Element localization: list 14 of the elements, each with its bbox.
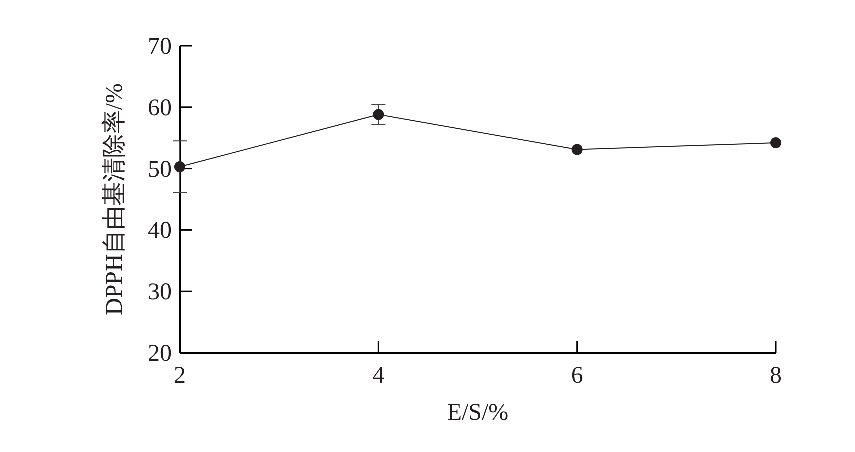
x-axis-title: E/S/% bbox=[447, 400, 509, 426]
x-tick-label: 6 bbox=[571, 363, 584, 389]
x-tick-label: 8 bbox=[770, 363, 782, 389]
y-tick-label: 40 bbox=[148, 218, 172, 244]
point bbox=[572, 144, 583, 156]
y-tick-label: 50 bbox=[148, 156, 172, 183]
x-tick-label: 4 bbox=[372, 363, 385, 389]
y-tick-label: 70 bbox=[148, 34, 172, 60]
y-tick-label: 20 bbox=[148, 341, 172, 367]
point bbox=[770, 138, 782, 149]
x-tick-label: 2 bbox=[174, 363, 186, 389]
y-tick-label: 60 bbox=[148, 95, 172, 122]
y-axis-title: DPPH自由基清除率/% bbox=[101, 83, 128, 316]
y-tick-label: 30 bbox=[148, 280, 172, 306]
